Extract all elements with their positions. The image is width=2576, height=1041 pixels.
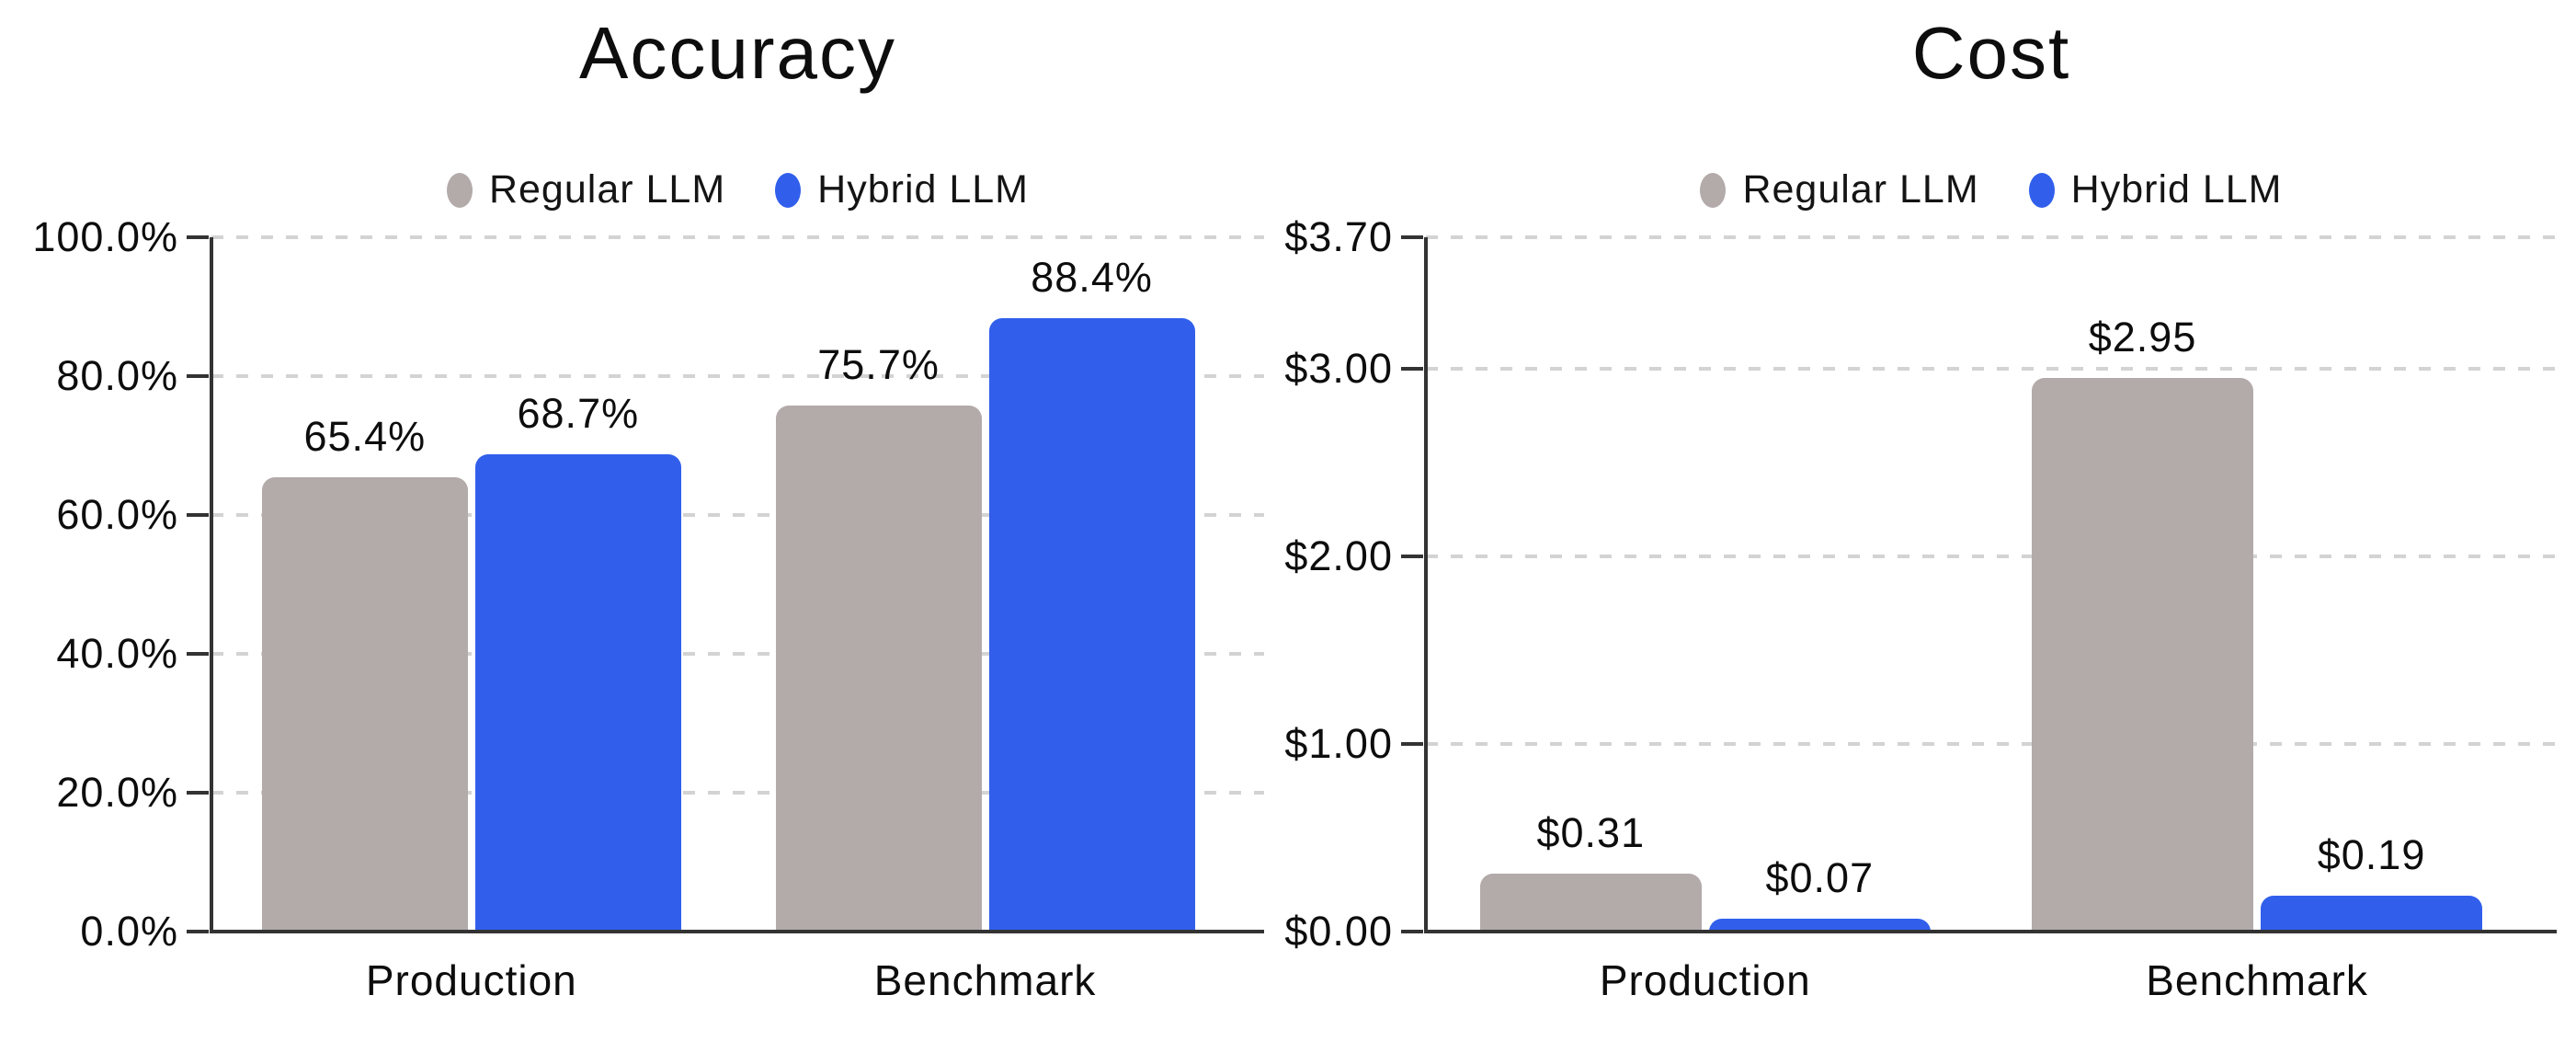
legend-marker [446, 172, 473, 208]
y-axis-line [210, 237, 213, 933]
legend: Regular LLM Hybrid LLM [1426, 167, 2557, 212]
gridline [211, 235, 1264, 239]
x-axis-line [1424, 930, 2557, 933]
bar-value-label: 65.4% [303, 413, 427, 461]
y-tick [187, 791, 209, 795]
x-axis-line [210, 930, 1264, 933]
y-tick [1401, 741, 1423, 746]
legend-marker [1700, 172, 1727, 208]
legend-item: Regular LLM [446, 167, 726, 212]
gridline [1426, 235, 2557, 239]
bar [988, 317, 1195, 932]
bar-value-label: 68.7% [517, 390, 640, 438]
bar-value-label: $0.19 [2317, 831, 2426, 879]
legend: Regular LLM Hybrid LLM [211, 167, 1264, 212]
x-axis-label: Production [365, 956, 577, 1004]
legend-item: Regular LLM [1700, 167, 1978, 212]
y-tick [1401, 366, 1423, 371]
y-tick-label: $2.00 [1284, 532, 1393, 579]
legend-label: Regular LLM [488, 167, 726, 212]
y-tick-label: 20.0% [56, 769, 178, 816]
y-tick-label: 60.0% [56, 491, 178, 538]
gridline [211, 513, 1264, 517]
plot-area: 0.0% 20.0% 40.0% 60.0% 80.0% 100.0% Production… [32, 213, 1264, 1004]
cost-chart: Cost Regular LLM Hybrid LLM $0.00 $1.00 $2.… [1284, 0, 2576, 1041]
gridline [211, 374, 1264, 378]
y-tick-label: $1.00 [1284, 719, 1393, 767]
bar-value-label: $0.07 [1765, 853, 1875, 901]
y-tick-label: 100.0% [32, 213, 178, 260]
y-tick [187, 235, 209, 239]
y-tick [1401, 554, 1423, 558]
bar [1479, 873, 1702, 932]
gridline [1426, 366, 2557, 371]
chart-title: Accuracy [579, 12, 896, 94]
bar [1708, 918, 1931, 932]
plot-area: $0.00 $1.00 $2.00 $3.00 $3.70 Production $0.31… [1284, 213, 2557, 1004]
legend-item: Hybrid LLM [775, 167, 1029, 212]
y-tick [187, 374, 209, 378]
y-tick-label: $3.00 [1284, 344, 1393, 392]
gridline [211, 791, 1264, 795]
y-tick-label: $0.00 [1284, 908, 1393, 955]
x-axis-label: Benchmark [2146, 956, 2368, 1004]
legend-marker [2028, 172, 2055, 208]
legend-item: Hybrid LLM [2028, 167, 2283, 212]
gridline [1426, 554, 2557, 558]
bar [2032, 378, 2254, 932]
bar-value-label: 88.4% [1031, 253, 1153, 301]
legend-marker [775, 172, 802, 208]
y-tick-label: 0.0% [80, 908, 178, 955]
legend-label: Regular LLM [1742, 167, 1979, 212]
gridline [211, 652, 1264, 656]
y-tick-label: 40.0% [56, 630, 178, 677]
bar-value-label: 75.7% [817, 341, 940, 389]
bar [474, 454, 681, 932]
y-tick [187, 513, 209, 517]
legend-label: Hybrid LLM [2070, 167, 2283, 212]
y-tick [187, 652, 209, 656]
y-tick [1401, 930, 1423, 933]
bar [775, 406, 982, 932]
y-tick-label: 80.0% [56, 352, 178, 399]
legend-label: Hybrid LLM [817, 167, 1030, 212]
x-axis-label: Benchmark [873, 956, 1097, 1004]
bar [261, 477, 468, 932]
bar [2261, 896, 2483, 932]
y-axis-line [1424, 237, 1428, 933]
bar-value-label: $0.31 [1536, 808, 1646, 856]
y-tick [187, 930, 209, 933]
x-axis-label: Production [1599, 956, 1811, 1004]
y-tick [1401, 235, 1423, 239]
gridline [1426, 741, 2557, 746]
chart-title: Cost [1911, 12, 2071, 94]
y-tick-label: $3.70 [1284, 213, 1393, 260]
bar-value-label: $2.95 [2088, 314, 2197, 361]
accuracy-chart: Accuracy Regular LLM Hybrid LLM 0.0% 20.0%… [32, 12, 1264, 1004]
